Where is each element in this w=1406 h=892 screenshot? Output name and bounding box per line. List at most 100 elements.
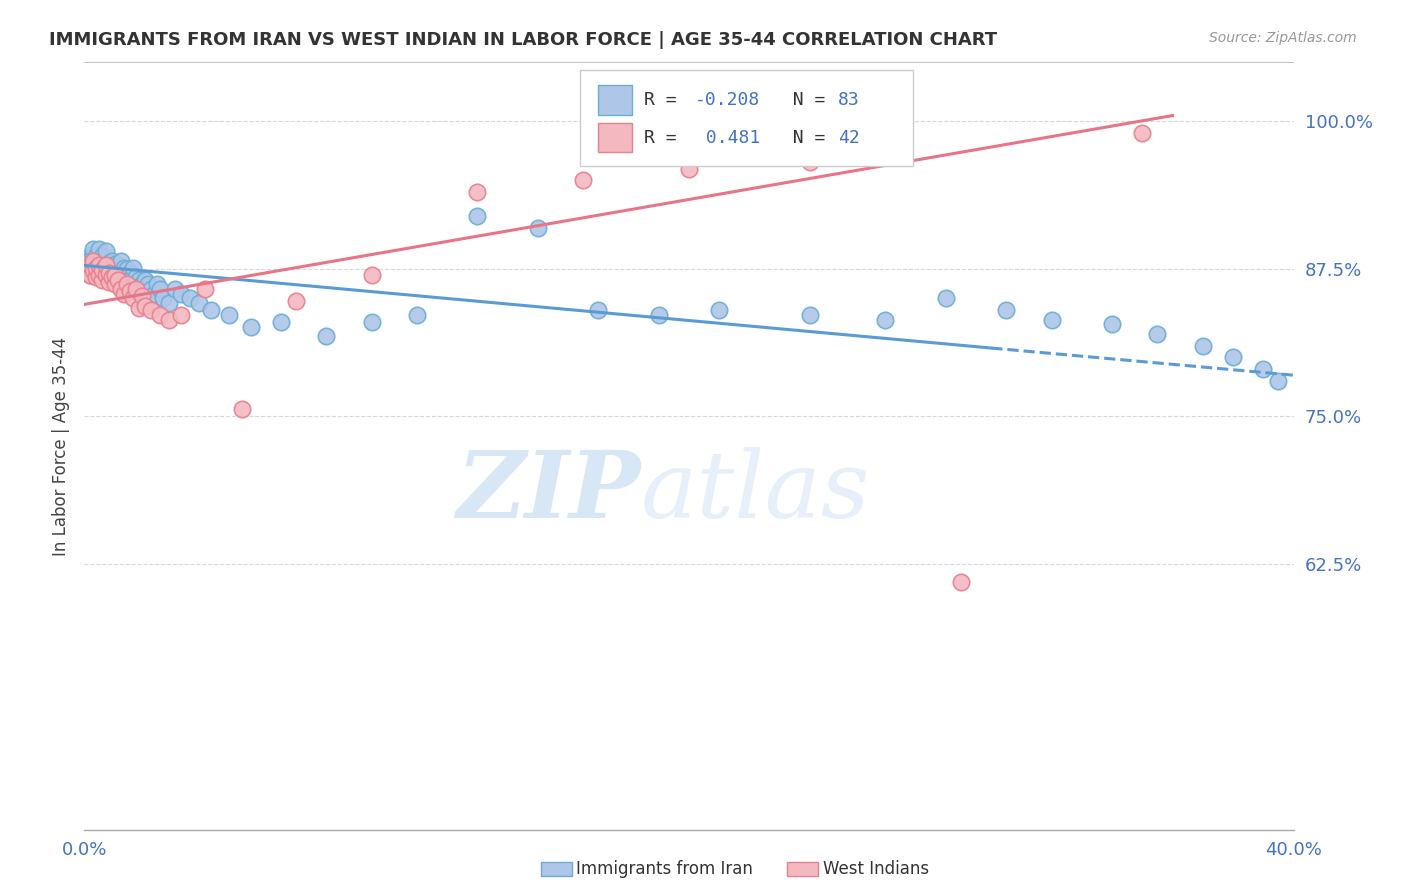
FancyBboxPatch shape: [599, 123, 633, 153]
Point: [82, 263, 104, 277]
FancyBboxPatch shape: [581, 70, 912, 166]
Point: [588, 303, 610, 318]
Point: [94, 268, 117, 282]
Point: [1267, 374, 1289, 388]
Point: [194, 282, 217, 296]
Point: [875, 312, 897, 326]
Text: IMMIGRANTS FROM IRAN VS WEST INDIAN IN LABOR FORCE | AGE 35-44 CORRELATION CHART: IMMIGRANTS FROM IRAN VS WEST INDIAN IN L…: [49, 31, 997, 49]
Point: [110, 253, 132, 268]
Point: [94, 252, 117, 266]
Point: [128, 301, 150, 315]
Point: [79, 252, 101, 267]
Point: [134, 299, 156, 313]
Point: [94, 259, 117, 273]
Text: 0.481: 0.481: [695, 128, 761, 146]
Point: [100, 262, 122, 277]
Point: [107, 272, 129, 286]
Text: Immigrants from Iran: Immigrants from Iran: [576, 860, 754, 878]
Point: [112, 268, 135, 282]
Text: Source: ZipAtlas.com: Source: ZipAtlas.com: [1209, 31, 1357, 45]
Point: [188, 296, 211, 310]
Text: 42: 42: [838, 128, 859, 146]
Point: [678, 161, 700, 176]
Point: [1222, 351, 1244, 365]
Point: [91, 272, 114, 286]
Point: [995, 303, 1018, 318]
Point: [86, 249, 108, 263]
Point: [89, 263, 111, 277]
Point: [100, 270, 122, 285]
Point: [200, 303, 222, 318]
Point: [86, 268, 108, 282]
Point: [104, 272, 127, 286]
Point: [128, 272, 150, 286]
Point: [149, 282, 172, 296]
Point: [152, 292, 174, 306]
Point: [76, 260, 98, 275]
Point: [76, 260, 98, 275]
Point: [115, 277, 138, 292]
Point: [360, 268, 382, 282]
Text: R =: R =: [644, 128, 688, 146]
Point: [950, 574, 973, 589]
Point: [121, 292, 143, 306]
Point: [1101, 318, 1123, 332]
Point: [86, 270, 108, 285]
Point: [218, 308, 240, 322]
Text: atlas: atlas: [641, 447, 870, 537]
Point: [179, 292, 201, 306]
Point: [79, 268, 101, 282]
Point: [170, 308, 193, 322]
Point: [112, 286, 135, 301]
Point: [115, 262, 138, 277]
Point: [76, 256, 98, 270]
Point: [285, 293, 308, 308]
Point: [157, 312, 180, 326]
FancyBboxPatch shape: [599, 86, 633, 114]
Text: N =: N =: [770, 128, 837, 146]
Point: [82, 260, 104, 275]
Point: [91, 249, 114, 263]
Point: [76, 252, 98, 266]
Point: [1192, 339, 1215, 353]
Text: N =: N =: [770, 91, 837, 109]
Point: [97, 260, 120, 275]
Point: [82, 242, 104, 256]
Point: [118, 285, 141, 299]
Point: [799, 308, 821, 322]
Point: [94, 244, 117, 259]
Point: [79, 268, 101, 282]
Point: [467, 186, 489, 200]
Point: [270, 315, 292, 329]
Point: [142, 286, 165, 301]
Point: [79, 259, 101, 273]
Point: [97, 275, 120, 289]
Point: [149, 308, 172, 322]
Text: -0.208: -0.208: [695, 91, 761, 109]
Text: R =: R =: [644, 91, 688, 109]
Point: [239, 319, 262, 334]
Point: [91, 263, 114, 277]
Point: [107, 259, 129, 273]
Text: ZIP: ZIP: [457, 447, 641, 537]
Point: [94, 257, 117, 271]
Point: [572, 173, 595, 187]
Point: [89, 259, 111, 273]
Point: [467, 209, 489, 223]
Point: [118, 272, 141, 286]
Point: [1130, 126, 1153, 140]
Point: [131, 289, 153, 303]
Point: [110, 282, 132, 296]
Point: [527, 220, 550, 235]
Point: [360, 315, 382, 329]
Point: [146, 277, 169, 292]
Point: [89, 268, 111, 282]
Point: [139, 303, 162, 318]
Point: [104, 257, 127, 271]
Point: [165, 282, 187, 296]
Point: [121, 260, 143, 275]
Point: [100, 253, 122, 268]
Point: [104, 268, 127, 282]
Point: [89, 252, 111, 267]
Point: [82, 253, 104, 268]
